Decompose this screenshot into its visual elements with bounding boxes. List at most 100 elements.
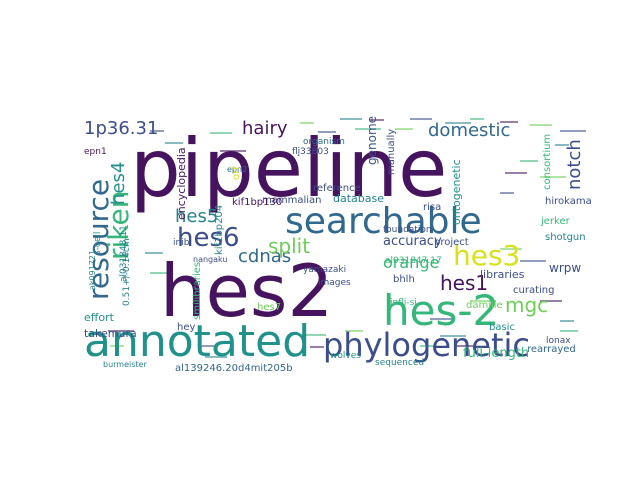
filler-word — [318, 131, 336, 133]
filler-word — [560, 130, 586, 132]
filler-word — [355, 128, 381, 130]
filler-word — [345, 330, 363, 332]
filler-word — [370, 119, 384, 121]
cloud-word: basic — [489, 322, 515, 333]
cloud-word: nangaku — [193, 255, 227, 264]
cloud-word: hirokama — [545, 196, 592, 207]
cloud-word: curating — [513, 285, 554, 296]
cloud-word: notch — [564, 139, 585, 190]
cloud-word: pipeline — [130, 122, 447, 215]
filler-word — [440, 335, 466, 337]
cloud-word: risa — [423, 202, 441, 213]
filler-word — [560, 320, 574, 322]
cloud-word: cdnas — [238, 246, 291, 267]
cloud-word: epn1 — [84, 147, 107, 157]
filler-word — [300, 334, 326, 336]
cloud-word: smilibraries — [192, 262, 203, 320]
cloud-word: 1p36.31 — [84, 118, 158, 139]
cloud-word: shotgun — [545, 232, 586, 243]
cloud-word: reference — [313, 183, 361, 194]
cloud-word: project — [434, 237, 469, 248]
filler-word — [530, 124, 552, 126]
cloud-word: foundation — [383, 225, 432, 235]
cloud-word: hes1 — [440, 271, 488, 295]
filler-word — [200, 345, 218, 347]
cloud-word: hes4 — [108, 162, 129, 205]
cloud-word: hairy — [242, 118, 288, 139]
cloud-word: al139246.20d4mit205b — [175, 363, 293, 374]
filler-word — [150, 272, 172, 274]
filler-word — [220, 150, 246, 152]
cloud-word: damille — [466, 300, 503, 311]
filler-word — [445, 122, 471, 124]
cloud-word: burmeister — [103, 360, 147, 369]
cloud-word: hes6 — [177, 223, 240, 253]
cloud-word: flj33803 — [292, 147, 329, 157]
filler-word — [410, 118, 432, 120]
cloud-word: hes5 — [175, 206, 218, 227]
filler-word — [500, 192, 514, 194]
filler-word — [145, 252, 163, 254]
cloud-word: resource — [82, 179, 115, 300]
cloud-word: wolves — [330, 351, 361, 361]
filler-word — [560, 330, 578, 332]
cloud-word: hes-2 — [383, 286, 499, 335]
cloud-word: takemura — [84, 327, 137, 340]
cloud-word: rearrayed — [527, 344, 576, 355]
cloud-word: bhlh — [393, 274, 415, 285]
cloud-word: lonax — [546, 336, 571, 346]
cloud-word: ontogenetic — [450, 159, 463, 225]
filler-word — [310, 346, 324, 348]
cloud-word: orange — [383, 253, 439, 272]
words-layer: pipeline hes2 searchable annotated hes-2phyl… — [82, 116, 592, 374]
cloud-word: al031848.11 — [119, 225, 129, 282]
filler-word — [455, 345, 473, 347]
cloud-word: genome — [365, 116, 379, 165]
filler-word — [540, 300, 562, 302]
filler-word — [205, 356, 227, 358]
cloud-word: searchable — [285, 201, 482, 242]
filler-word — [520, 160, 538, 162]
filler-word — [165, 142, 183, 144]
cloud-word: accuracy — [383, 234, 442, 249]
filler-word — [430, 318, 452, 320]
cloud-word: images — [318, 278, 351, 288]
cloud-word: kif1bp204 — [214, 205, 225, 255]
filler-word — [470, 300, 496, 302]
cloud-word: epn2 — [227, 165, 247, 174]
cloud-word: inib — [173, 238, 190, 248]
cloud-word: jerker — [540, 216, 571, 227]
cloud-word: al031847.17 — [385, 256, 442, 266]
filler-word — [108, 330, 134, 332]
filler-word — [150, 130, 164, 132]
filler-word — [540, 176, 566, 178]
cloud-word: split — [268, 234, 310, 258]
cloud-word: consortium — [542, 134, 553, 190]
cloud-word: 0.51+/-0.14cm — [122, 238, 132, 306]
cloud-word: encyclopedia — [175, 147, 188, 220]
cloud-word: phylogenetic — [323, 326, 530, 364]
filler-word — [300, 122, 314, 124]
cloud-word: s-cell — [93, 232, 103, 255]
filler-word — [500, 248, 522, 250]
filler-word — [470, 118, 484, 120]
filler-word — [555, 144, 569, 146]
cloud-word: infli-si — [390, 298, 417, 308]
cloud-word: domestic — [428, 120, 510, 141]
cloud-word: sequenced — [375, 358, 424, 368]
filler-word — [395, 128, 413, 130]
cloud-word: full-length — [463, 346, 529, 361]
cloud-word: libraries — [480, 268, 525, 281]
cloud-word: effort — [84, 311, 115, 324]
cloud-word: database — [333, 192, 384, 205]
cloud-word: organism — [303, 137, 345, 147]
cloud-word: ak091721 — [88, 250, 97, 290]
cloud-word: kif1bp130 — [232, 197, 282, 208]
cloud-word: orf — [231, 166, 242, 180]
cloud-word: hes3 — [453, 239, 520, 272]
filler-word — [500, 121, 518, 123]
cloud-word: wrpw — [549, 261, 581, 275]
cloud-word: annotated — [84, 316, 310, 367]
